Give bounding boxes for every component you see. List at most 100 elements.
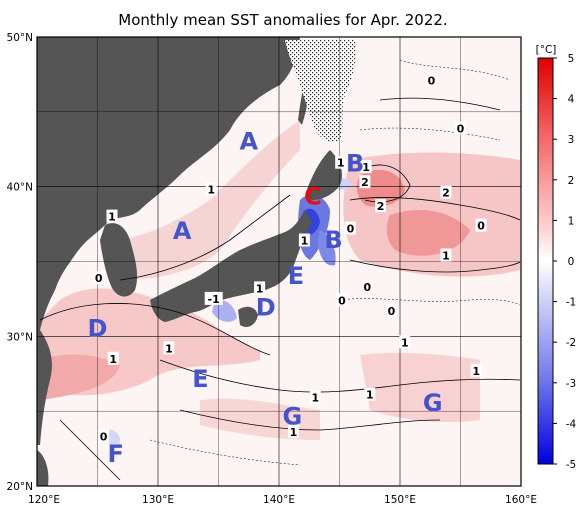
region-label-d: D	[88, 314, 108, 342]
contour-label: 1	[362, 161, 370, 174]
x-tick-label: 160°E	[505, 494, 537, 506]
contour-label-bg	[336, 293, 348, 307]
x-tick-label: 150°E	[384, 494, 416, 506]
contour-label: 1	[108, 211, 116, 224]
contour-label-bg	[106, 209, 118, 223]
colorbar-tick-label: 5	[568, 53, 575, 65]
colorbar-tick-label: 0	[568, 256, 575, 268]
contour-label-bg	[335, 155, 347, 169]
region-label-g: G	[423, 389, 443, 417]
colorbar-ticks: 5 4 3 2 1 0 -1 -2 -3 -4 -5	[553, 53, 577, 471]
region-label-c: C	[304, 183, 322, 211]
contour-label-bg	[360, 160, 372, 174]
contour-label: 1	[301, 235, 309, 248]
graticule-fine	[37, 37, 521, 486]
region-label-f: F	[107, 440, 123, 468]
contour-label: -1	[208, 293, 220, 306]
contour-label-bg	[455, 121, 466, 135]
contour-label: 1	[109, 353, 117, 366]
region-label-e: E	[192, 365, 208, 393]
colorbar-ramp	[537, 57, 554, 465]
x-tick-label: 120°E	[28, 494, 60, 506]
contour-label-bg	[440, 185, 452, 199]
colorbar-tick-label: -2	[566, 337, 576, 349]
colorbar-tick-label: 2	[568, 175, 575, 187]
contour-label-bg	[426, 73, 437, 87]
colorbar-tick-label: -3	[566, 378, 576, 390]
colorbar: [°C] 5 4 3 2 1 0 -1 -2 -3 -4 -5	[536, 44, 577, 471]
colorbar-tick-label: -5	[566, 459, 576, 471]
contour-label: 1	[256, 282, 264, 295]
contour-label-bg	[298, 233, 310, 247]
contour-label-bg	[475, 218, 487, 232]
region-label-g: G	[282, 403, 302, 431]
land	[37, 37, 342, 486]
contour-label-bg	[470, 363, 482, 377]
contour-lines	[39, 97, 521, 481]
y-axis: 50°N 40°N 30°N 20°N	[7, 32, 33, 493]
region-label-d: D	[256, 293, 276, 321]
contour-label-bg	[440, 248, 452, 262]
contour-label-bg	[98, 429, 110, 443]
contour-label: 1	[442, 250, 450, 263]
map-border	[36, 36, 522, 487]
colorbar-unit: [°C]	[536, 44, 557, 56]
contour-label: 1	[165, 342, 173, 355]
contour-label: 2	[361, 176, 369, 189]
colorbar-tick-label: 1	[568, 215, 575, 227]
contour-label-bg	[93, 271, 105, 284]
contour-label: 1	[401, 336, 409, 349]
y-tick-label: 50°N	[7, 32, 33, 44]
contour-label-bg	[254, 281, 266, 295]
colorbar-tick-label: -1	[566, 297, 576, 309]
contour-label: 1	[366, 389, 374, 402]
colorbar-tick-label: 3	[568, 134, 575, 146]
contour-label-bg	[399, 335, 411, 349]
region-label-a: A	[240, 127, 259, 155]
contour-label: 0	[457, 122, 465, 135]
contour-label-bg	[386, 303, 397, 317]
contour-label: 0	[388, 305, 396, 318]
y-tick-label: 40°N	[7, 182, 33, 194]
contour-label-bg	[309, 390, 321, 404]
region-label-e: E	[288, 262, 304, 290]
region-label-b: B	[324, 226, 342, 254]
contour-label: 0	[363, 281, 371, 294]
region-label-b: B	[346, 150, 364, 178]
contour-label: 0	[428, 74, 436, 87]
contour-label-bg	[163, 341, 175, 355]
contour-label-bg	[364, 387, 376, 401]
contour-label: 2	[377, 200, 385, 213]
contour-label: 2	[442, 187, 450, 200]
contour-label-bg	[375, 199, 387, 213]
contour-lines-fine	[149, 59, 521, 466]
contour-label-bg	[205, 182, 217, 196]
sea-ice-area	[285, 40, 356, 142]
contour-label: 0	[95, 272, 103, 285]
contour-label: 1	[472, 365, 480, 378]
map-title: Monthly mean SST anomalies for Apr. 2022…	[118, 11, 447, 29]
contour-label: 1	[311, 392, 319, 405]
contour-label: 1	[207, 184, 215, 197]
contour-label-bg	[204, 291, 223, 305]
contour-label-bg	[344, 221, 356, 235]
contour-label: 1	[290, 426, 298, 439]
y-tick-label: 30°N	[7, 331, 33, 343]
contour-label-bg	[359, 175, 371, 189]
colorbar-tick-label: -4	[566, 418, 577, 430]
contour-label: 0	[347, 223, 355, 236]
y-tick-label: 20°N	[7, 481, 33, 493]
x-axis: 120°E 130°E 140°E 150°E 160°E	[28, 494, 537, 506]
contour-label-bg	[288, 425, 299, 439]
contour-label-bg	[107, 351, 119, 365]
contour-label: 0	[477, 220, 485, 233]
contour-label: 1	[337, 157, 345, 170]
x-tick-label: 130°E	[142, 494, 174, 506]
contour-label-bg	[361, 279, 373, 293]
contour-label: 0	[100, 431, 108, 444]
colorbar-tick-label: 4	[568, 94, 575, 106]
